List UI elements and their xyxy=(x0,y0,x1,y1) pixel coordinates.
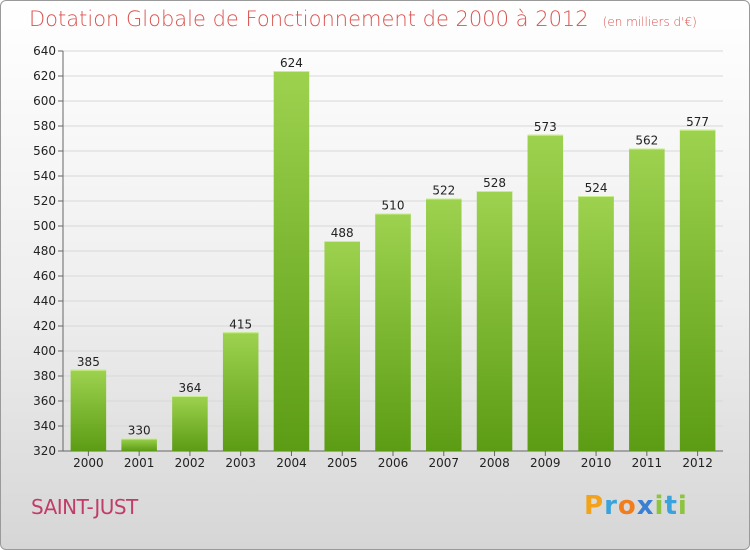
y-tick-label: 420 xyxy=(33,319,56,333)
bar-2004 xyxy=(273,71,310,451)
y-tick-label: 460 xyxy=(33,269,56,283)
labels: 320 340 360 380 400 420 440 460 480 500 520 540 560 5… xyxy=(33,44,713,470)
x-tick-label: 2000 xyxy=(73,456,104,470)
value-label: 385 xyxy=(77,355,100,369)
y-tick-label: 480 xyxy=(33,244,56,258)
y-tick-label: 520 xyxy=(33,194,56,208)
bar-2001 xyxy=(121,438,157,451)
value-label: 624 xyxy=(280,56,303,70)
y-tick-label: 560 xyxy=(33,144,56,158)
value-label: 524 xyxy=(585,181,608,195)
value-label: 562 xyxy=(635,134,658,148)
title-text: Dotation Globale de Fonctionnement de 20… xyxy=(29,7,589,31)
y-tick-label: 640 xyxy=(33,44,56,58)
chart-title: Dotation Globale de Fonctionnement de 20… xyxy=(29,7,697,31)
y-tick-label: 580 xyxy=(33,119,56,133)
y-tick-label: 620 xyxy=(33,69,56,83)
x-tick-label: 2008 xyxy=(479,456,510,470)
bar-2012 xyxy=(679,129,716,451)
bar-2003 xyxy=(222,332,259,451)
value-label: 528 xyxy=(483,176,506,190)
proxiti-logo[interactable]: Proxiti xyxy=(584,491,688,521)
value-label: 488 xyxy=(331,226,354,240)
value-label: 364 xyxy=(178,381,201,395)
x-tick-label: 2012 xyxy=(682,456,713,470)
y-tick-label: 500 xyxy=(33,219,56,233)
y-tick-label: 360 xyxy=(33,394,56,408)
unit-label: (en milliers d'€) xyxy=(602,15,697,29)
x-tick-label: 2006 xyxy=(378,456,409,470)
bar-2002 xyxy=(172,396,208,451)
y-tick-label: 340 xyxy=(33,419,56,433)
y-tick-label: 540 xyxy=(33,169,56,183)
y-tick-label: 400 xyxy=(33,344,56,358)
value-label: 330 xyxy=(128,424,151,438)
bar-2006 xyxy=(375,213,411,451)
x-tick-label: 2001 xyxy=(124,456,155,470)
x-tick-label: 2002 xyxy=(175,456,206,470)
commune-name: SAINT-JUST xyxy=(31,495,138,519)
value-label: 522 xyxy=(432,184,455,198)
y-tick-label: 380 xyxy=(33,369,56,383)
bar-2011 xyxy=(629,148,665,451)
value-label: 577 xyxy=(686,115,709,129)
bar-2009 xyxy=(527,134,564,451)
y-tick-label: 600 xyxy=(33,94,56,108)
bars xyxy=(70,71,716,451)
x-tick-label: 2010 xyxy=(581,456,612,470)
value-label: 573 xyxy=(534,120,557,134)
value-label: 510 xyxy=(382,199,405,213)
bar-2010 xyxy=(578,196,614,451)
x-tick-label: 2009 xyxy=(530,456,561,470)
x-tick-label: 2005 xyxy=(327,456,358,470)
value-label: 415 xyxy=(229,317,252,331)
x-tick-label: 2007 xyxy=(428,456,459,470)
y-tick-label: 440 xyxy=(33,294,56,308)
x-tick-label: 2011 xyxy=(632,456,663,470)
bar-2000 xyxy=(70,369,107,451)
bar-2008 xyxy=(476,191,513,451)
bar-2005 xyxy=(324,241,360,451)
bar-2007 xyxy=(426,198,462,451)
x-tick-label: 2004 xyxy=(276,456,307,470)
y-tick-label: 320 xyxy=(33,444,56,458)
x-tick-label: 2003 xyxy=(225,456,256,470)
